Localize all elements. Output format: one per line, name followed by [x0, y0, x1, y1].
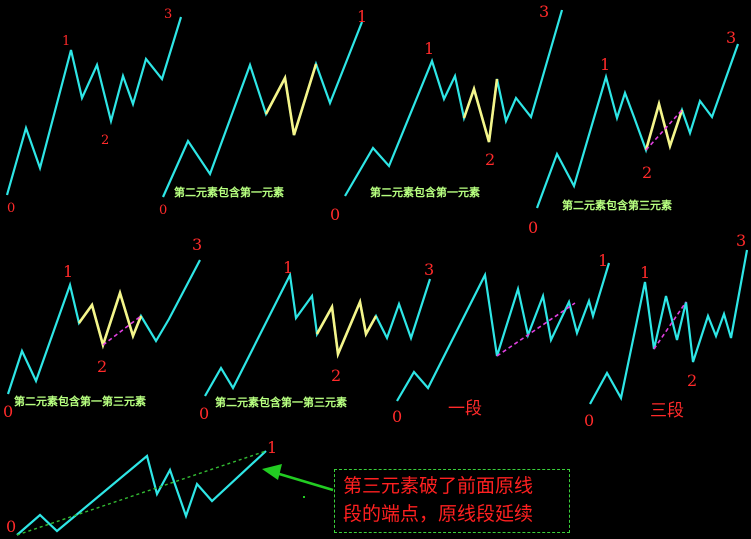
label-3: 3 [539, 2, 549, 21]
label-1: 1 [600, 55, 610, 74]
caption: 第二元素包含第一元素 [174, 185, 284, 199]
caption: 第二元素包含第三元素 [562, 198, 672, 212]
diagram-7: 0 1 一段 [392, 251, 611, 426]
label-2: 2 [101, 133, 109, 148]
label-0: 0 [3, 402, 13, 421]
caption: 第二元素包含第一元素 [370, 185, 480, 199]
caption: 第二元素包含第一第三元素 [14, 394, 146, 408]
annotation-line-2: 段的端点，原线段延续 [343, 503, 534, 525]
label-3: 3 [736, 231, 746, 250]
highlight-segment [644, 99, 684, 151]
label-2: 2 [97, 357, 107, 376]
highlight-segment [462, 78, 499, 143]
label-3: 3 [164, 7, 172, 22]
diagram-2: 0 1 第二元素包含第一元素 [159, 7, 367, 218]
label-0: 0 [7, 201, 15, 216]
highlight-segment [315, 297, 378, 359]
label-1: 1 [357, 7, 367, 26]
caption: 第二元素包含第一第三元素 [215, 395, 347, 409]
label-0: 0 [528, 218, 538, 237]
diagram-8: 0 1 2 3 三段 [584, 231, 749, 430]
annotation-box: 第三元素破了前面原线 段的端点，原线段延续 [334, 469, 570, 533]
dashed-connector [645, 109, 683, 151]
label-3: 3 [424, 260, 434, 279]
label-0: 0 [6, 517, 16, 536]
dashed-connector [102, 315, 142, 346]
label-1: 1 [62, 34, 70, 49]
dashed-connector [653, 301, 687, 350]
label-2: 2 [331, 366, 341, 385]
highlight-segment [77, 288, 143, 350]
label-0: 0 [584, 411, 594, 430]
small-dot [303, 496, 305, 498]
label-2: 2 [642, 163, 652, 182]
wave-line [396, 262, 611, 402]
wave-line [589, 249, 749, 405]
label-1: 1 [267, 438, 277, 457]
diagram-6: 0 1 2 3 第二元素包含第一第三元素 [199, 258, 434, 423]
label-0: 0 [392, 407, 402, 426]
label-3: 3 [726, 28, 736, 47]
pointer-arrow [262, 464, 334, 492]
dashed-connector [496, 302, 576, 357]
label-1: 1 [424, 39, 434, 58]
diagram-5: 0 1 2 3 第二元素包含第一第三元素 [3, 235, 202, 421]
diagram-9: 0 1 [6, 438, 277, 536]
label-0: 0 [330, 205, 340, 224]
diagram-1: 0 1 2 3 [5, 7, 183, 216]
label-0: 0 [159, 203, 167, 218]
annotation-line-1: 第三元素破了前面原线 [343, 475, 534, 497]
label-2: 2 [687, 371, 697, 390]
wave-line [5, 16, 183, 196]
dashed-connector [16, 450, 267, 536]
wave-line [16, 450, 267, 536]
label-1: 1 [598, 251, 608, 270]
label-2: 2 [485, 150, 495, 169]
highlight-segment [264, 63, 318, 136]
label-1: 1 [640, 263, 650, 282]
label-3: 3 [192, 235, 202, 254]
caption: 三段 [650, 401, 684, 421]
label-0: 0 [199, 404, 209, 423]
diagram-4: 0 1 2 3 第二元素包含第三元素 [528, 28, 740, 237]
caption: 一段 [448, 399, 482, 419]
label-1: 1 [283, 258, 293, 277]
diagram-3: 0 1 2 3 第二元素包含第一元素 [330, 2, 564, 224]
label-1: 1 [63, 262, 73, 281]
